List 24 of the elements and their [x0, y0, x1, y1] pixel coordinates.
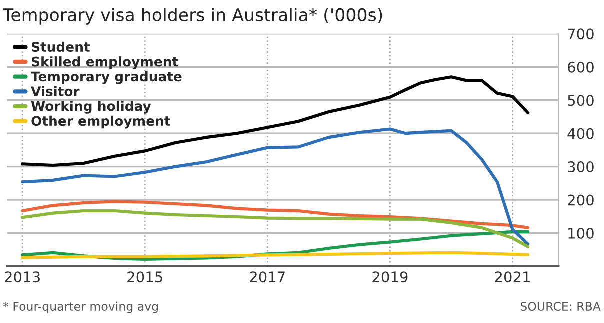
- y-tick-label: 200: [568, 194, 594, 206]
- source-note: SOURCE: RBA: [520, 302, 601, 312]
- legend-label: Other employment: [32, 116, 170, 129]
- y-tick-label: 500: [568, 95, 594, 106]
- y-tick-label: 400: [568, 128, 594, 140]
- legend-label: Temporary graduate: [31, 71, 182, 84]
- y-tick-label: 100: [568, 228, 594, 239]
- x-tick-label: 2017: [250, 272, 285, 283]
- legend-label: Visitor: [31, 86, 80, 96]
- x-tick-label: 2013: [5, 272, 40, 283]
- y-tick-label: 600: [568, 62, 594, 73]
- y-tick-label: 300: [568, 162, 594, 173]
- line-series: [21, 200, 530, 230]
- x-tick-label: 2015: [128, 272, 162, 283]
- legend-label: Student: [32, 42, 90, 52]
- legend-label: Working holiday: [31, 101, 152, 114]
- line-series: [21, 209, 530, 248]
- line-series: [21, 128, 530, 246]
- chart-title: Temporary visa holders in Australia* ('000s): [2, 8, 382, 25]
- text: * Four-quarter moving avg: [3, 302, 158, 314]
- legend-label: Skilled employment: [32, 56, 178, 70]
- x-tick-label: 2021: [495, 272, 530, 283]
- x-tick-label: 2019: [372, 272, 408, 283]
- y-tick-label: 700: [568, 28, 594, 40]
